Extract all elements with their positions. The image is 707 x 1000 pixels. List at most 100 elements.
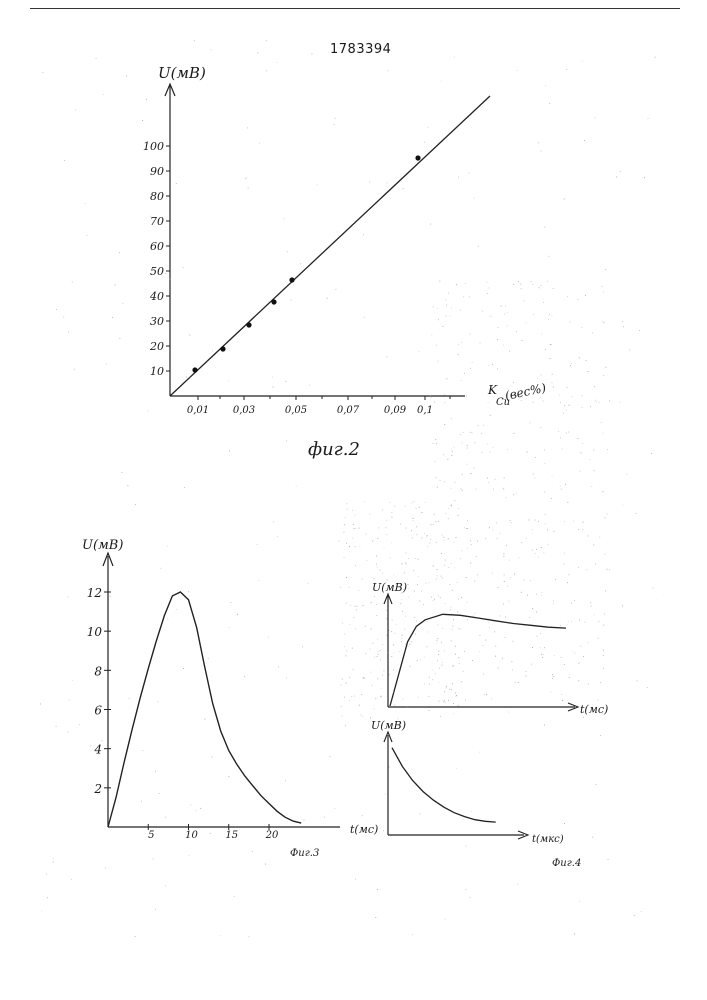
noise-speck [365, 653, 366, 654]
noise-speck [503, 489, 504, 490]
noise-speck [482, 311, 483, 312]
noise-speck [455, 654, 456, 655]
noise-speck [87, 235, 88, 236]
noise-speck [583, 656, 584, 657]
noise-speck [549, 103, 550, 104]
noise-speck [413, 520, 414, 521]
noise-speck [396, 671, 397, 672]
noise-speck [455, 693, 456, 694]
noise-speck [453, 665, 454, 666]
noise-speck [616, 177, 617, 178]
noise-speck [466, 396, 467, 397]
noise-speck [582, 407, 583, 408]
noise-speck [432, 679, 433, 680]
noise-speck [514, 574, 515, 575]
noise-speck [555, 579, 556, 580]
noise-speck [446, 316, 447, 317]
noise-speck [549, 314, 550, 315]
noise-speck [252, 851, 253, 852]
noise-speck [474, 581, 475, 582]
noise-speck [435, 461, 436, 462]
fig2-x-unit: (вес%) [504, 381, 548, 403]
noise-speck [419, 601, 420, 602]
noise-speck [266, 40, 267, 41]
noise-speck [441, 553, 442, 554]
noise-speck [581, 327, 582, 328]
noise-speck [467, 520, 468, 521]
noise-speck [435, 439, 436, 440]
noise-speck [406, 564, 407, 565]
noise-speck [476, 556, 477, 557]
noise-speck [622, 605, 623, 606]
noise-speck [71, 879, 72, 880]
noise-speck [337, 231, 338, 232]
noise-speck [408, 597, 409, 598]
noise-speck [354, 528, 355, 529]
noise-speck [259, 143, 260, 144]
noise-speck [484, 694, 485, 695]
noise-speck [430, 543, 431, 544]
noise-speck [352, 510, 353, 511]
noise-speck [603, 292, 604, 293]
noise-speck [451, 689, 452, 690]
noise-speck [656, 600, 657, 601]
noise-speck [560, 402, 561, 403]
noise-speck [405, 528, 406, 529]
noise-speck [552, 678, 553, 679]
noise-speck [561, 489, 562, 490]
noise-speck [590, 406, 591, 407]
noise-speck [530, 580, 531, 581]
noise-speck [436, 579, 437, 580]
fig2-y-tick-label: 20 [149, 340, 164, 353]
noise-speck [344, 524, 345, 525]
noise-speck [505, 617, 506, 618]
noise-speck [462, 490, 463, 491]
noise-speck [444, 540, 445, 541]
noise-speck [461, 597, 462, 598]
noise-speck [424, 142, 425, 143]
noise-speck [404, 572, 405, 573]
noise-speck [330, 756, 331, 757]
noise-speck [504, 553, 505, 554]
noise-speck [446, 378, 447, 379]
noise-speck [344, 634, 345, 635]
noise-speck [461, 629, 462, 630]
noise-speck [510, 520, 511, 521]
fig4-caption: Фиг.4 [552, 858, 581, 869]
fig3-x-tick-label: 15 [225, 830, 238, 841]
noise-speck [536, 594, 537, 595]
noise-speck [552, 674, 553, 675]
noise-speck [552, 382, 553, 383]
noise-speck [412, 934, 413, 935]
noise-speck [445, 702, 446, 703]
noise-speck [452, 683, 453, 684]
noise-speck [249, 936, 250, 937]
noise-speck [442, 535, 443, 536]
noise-speck [68, 332, 69, 333]
noise-speck [480, 635, 481, 636]
noise-speck [374, 657, 375, 658]
noise-speck [507, 449, 508, 450]
noise-speck [454, 500, 455, 501]
noise-speck [441, 642, 442, 643]
noise-speck [626, 474, 627, 475]
noise-speck [491, 699, 492, 700]
noise-speck [653, 587, 654, 588]
noise-speck [421, 538, 422, 539]
noise-speck [371, 629, 372, 630]
noise-speck [438, 651, 439, 652]
noise-speck [385, 527, 386, 528]
noise-speck [583, 522, 584, 523]
noise-speck [531, 281, 532, 282]
noise-speck [601, 422, 602, 423]
noise-speck [636, 513, 637, 514]
noise-speck [464, 373, 465, 374]
noise-speck [393, 575, 394, 576]
noise-speck [542, 592, 543, 593]
noise-speck [361, 694, 362, 695]
noise-speck [545, 349, 546, 350]
noise-speck [373, 643, 374, 644]
noise-speck [485, 538, 486, 539]
noise-speck [265, 864, 266, 865]
